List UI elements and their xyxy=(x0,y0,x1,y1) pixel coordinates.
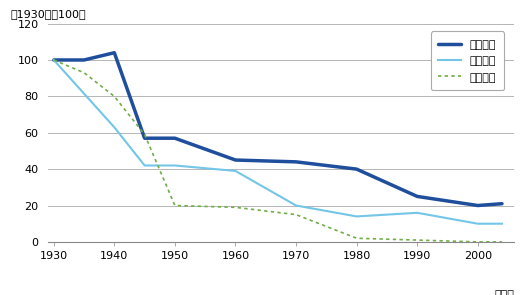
航空輸送 xyxy=(142,164,148,167)
航空輸送 xyxy=(172,164,178,167)
国際電話 xyxy=(232,206,238,209)
国際電話 xyxy=(354,237,360,240)
海上輸送 xyxy=(172,136,178,140)
航空輸送 xyxy=(354,215,360,218)
国際電話 xyxy=(50,58,57,62)
海上輸送 xyxy=(499,202,505,205)
国際電話 xyxy=(293,213,299,216)
Text: （年）: （年） xyxy=(494,290,514,295)
国際電話 xyxy=(499,240,505,244)
Line: 海上輸送: 海上輸送 xyxy=(54,53,502,206)
国際電話 xyxy=(111,95,118,98)
海上輸送 xyxy=(232,158,238,162)
国際電話 xyxy=(172,204,178,207)
海上輸送 xyxy=(81,58,87,62)
航空輸送 xyxy=(474,222,481,225)
海上輸送 xyxy=(414,195,420,198)
Line: 国際電話: 国際電話 xyxy=(54,60,502,242)
国際電話 xyxy=(414,238,420,242)
航空輸送 xyxy=(232,169,238,173)
国際電話 xyxy=(142,133,148,136)
海上輸送 xyxy=(474,204,481,207)
国際電話 xyxy=(474,240,481,244)
Legend: 海上輸送, 航空輸送, 国際電話: 海上輸送, 航空輸送, 国際電話 xyxy=(431,31,504,90)
航空輸送 xyxy=(50,58,57,62)
海上輸送 xyxy=(142,136,148,140)
海上輸送 xyxy=(293,160,299,164)
国際電話 xyxy=(81,71,87,74)
Line: 航空輸送: 航空輸送 xyxy=(54,60,502,224)
航空輸送 xyxy=(293,204,299,207)
海上輸送 xyxy=(50,58,57,62)
海上輸送 xyxy=(354,167,360,171)
航空輸送 xyxy=(414,211,420,214)
Text: （1930年＝100）: （1930年＝100） xyxy=(11,9,86,19)
航空輸送 xyxy=(111,125,118,129)
海上輸送 xyxy=(111,51,118,55)
航空輸送 xyxy=(499,222,505,225)
